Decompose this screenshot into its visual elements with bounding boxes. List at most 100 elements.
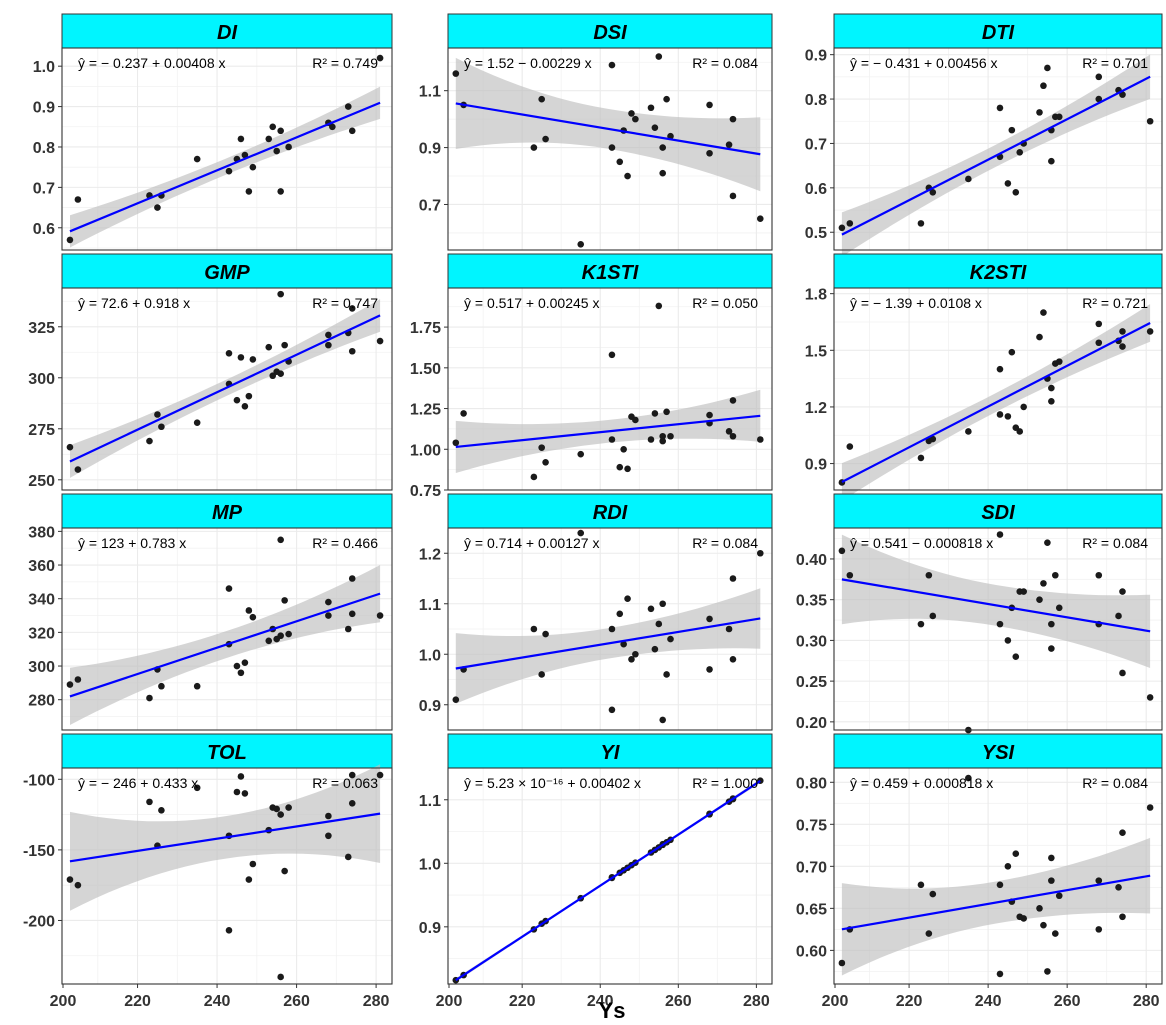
y-tick-label-rdi: 0.9 [419,698,441,715]
confidence-band-ysi [841,837,1151,976]
regression-line-di [69,101,381,233]
data-point-rdi [620,640,627,648]
data-point-mp [277,632,284,640]
data-point-k1sti [608,351,616,359]
x-tick-label-yi: 240 [587,993,614,1010]
y-tick-label-ysi: 0.70 [796,859,827,876]
data-point-sdi [1055,604,1063,612]
strip-dsi [447,13,773,49]
data-point-tol [146,798,153,806]
y-tick-label-sdi: 0.40 [796,552,827,569]
data-point-k2sti [1146,328,1154,335]
data-point-k2sti [1016,428,1024,435]
y-tick-label-dti: 0.8 [805,92,827,109]
regression-line-k1sti [455,414,761,449]
data-point-dti [1016,149,1024,156]
data-point-dti [1095,95,1103,103]
data-point-dti [1146,117,1154,125]
data-point-gmp [325,341,332,349]
x-tick-label-ysi: 240 [975,993,1002,1010]
data-point-sdi [1048,645,1055,652]
data-point-ysi [1055,892,1063,900]
data-point-dti [1095,73,1103,81]
y-tick-label-mp: 380 [28,524,55,541]
data-point-dti [1048,157,1055,165]
data-point-tol [241,790,249,797]
data-point-tol [325,832,332,840]
data-point-di [376,54,384,62]
data-point-di [241,151,249,159]
data-point-ysi [1036,905,1043,912]
data-point-ysi [838,959,846,967]
panel-title-mp: MP [212,502,243,524]
y-tick-label-di: 1.0 [33,59,55,76]
data-point-dti [917,220,925,227]
data-point-sdi [1044,539,1051,546]
data-point-tol [66,876,74,883]
panel-title-dti: DTI [982,22,1015,44]
data-point-mp [249,613,257,621]
data-point-sdi [1119,669,1126,677]
data-point-tol [158,807,165,814]
panel-title-di: DI [217,22,237,44]
panel-border-di [61,47,393,251]
data-point-rdi [616,610,624,618]
data-point-mp [237,669,245,677]
data-point-k1sti [647,436,655,443]
strip-ysi [833,733,1163,769]
data-point-k2sti [996,365,1004,373]
data-point-tol [281,867,288,875]
data-point-di [74,196,82,203]
y-tick-label-dsi: 1.1 [419,84,441,101]
data-point-ysi [1048,854,1055,862]
x-tick-label-yi: 200 [436,993,463,1010]
y-tick-label-sdi: 0.20 [796,715,827,732]
data-point-k1sti [706,411,713,419]
strip-di [61,13,393,49]
y-tick-label-ysi: 0.75 [796,817,827,834]
panel-border-rdi [447,527,773,731]
data-point-tol [277,811,284,818]
y-tick-label-k2sti: 1.8 [805,287,827,304]
data-point-mp [348,575,356,582]
panel-border-tol [61,767,393,985]
data-point-di [277,127,284,135]
data-point-sdi [846,571,854,579]
data-point-rdi [632,650,639,658]
data-point-mp [325,612,332,619]
data-point-rdi [647,605,655,613]
equation-label-mp: ŷ = 123 + 0.783 x [78,535,186,551]
y-tick-label-yi: 1.0 [419,856,441,873]
y-tick-label-k2sti: 1.5 [805,343,827,360]
equation-label-di: ŷ = − 0.237 + 0.00408 x [78,55,226,71]
data-point-ysi [1095,877,1103,884]
data-point-k1sti [577,450,585,458]
regression-line-dti [841,75,1151,236]
equation-label-ysi: ŷ = 0.459 + 0.000818 x [850,775,993,791]
data-point-k2sti [1048,397,1055,405]
y-tick-label-di: 0.7 [33,180,55,197]
data-point-dsi [725,141,733,149]
data-point-ysi [1012,850,1020,858]
data-point-dsi [647,104,655,112]
data-point-sdi [1040,580,1047,587]
data-point-gmp [269,372,277,380]
data-point-dsi [659,169,666,177]
data-point-dti [996,104,1004,112]
data-point-mp [265,637,273,645]
data-point-tol [344,853,352,861]
data-point-di [329,123,336,131]
data-point-dti [846,220,854,227]
data-point-dti [1004,180,1012,187]
data-point-di [269,123,277,131]
data-point-sdi [1146,694,1154,701]
regression-line-yi [455,780,761,982]
y-tick-label-gmp: 275 [28,422,55,439]
data-point-k1sti [651,410,659,417]
data-point-ysi [1044,968,1051,975]
data-point-sdi [1020,588,1027,595]
data-point-rdi [452,696,460,703]
data-point-dsi [628,110,635,117]
data-point-mp [348,610,356,618]
data-point-k2sti [1119,328,1126,335]
